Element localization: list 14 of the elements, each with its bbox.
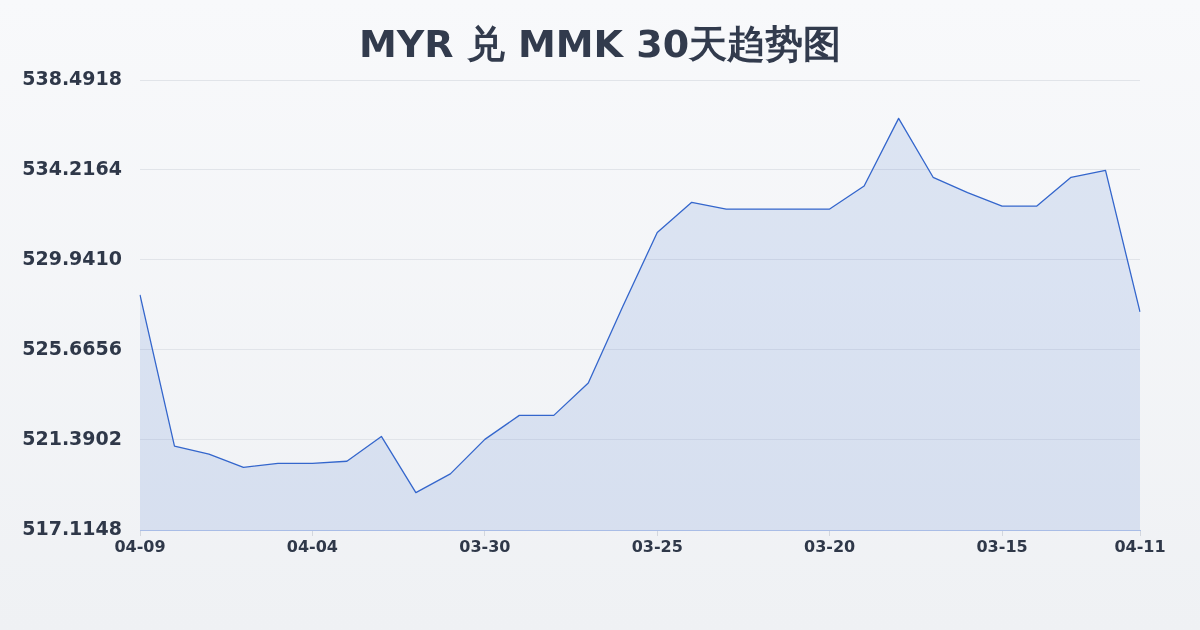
y-tick-label: 538.4918 — [22, 66, 122, 89]
y-tick-label: 529.9410 — [22, 246, 122, 269]
x-tick-label: 03-30 — [459, 536, 511, 556]
y-tick-label: 521.3902 — [22, 426, 122, 449]
x-tick-label: 03-15 — [976, 536, 1028, 556]
y-tick-label: 517.1148 — [22, 516, 122, 539]
x-tick-label: 03-25 — [631, 536, 683, 556]
x-tick-label: 04-11 — [1114, 536, 1166, 556]
x-tick-label: 04-04 — [286, 536, 338, 556]
x-tick-label: 04-09 — [114, 536, 166, 556]
y-tick-label: 534.2164 — [22, 156, 122, 179]
chart-title: MYR 兑 MMK 30天趋势图 — [358, 22, 842, 66]
y-tick-label: 525.6656 — [22, 336, 122, 359]
x-tick-label: 03-20 — [804, 536, 856, 556]
